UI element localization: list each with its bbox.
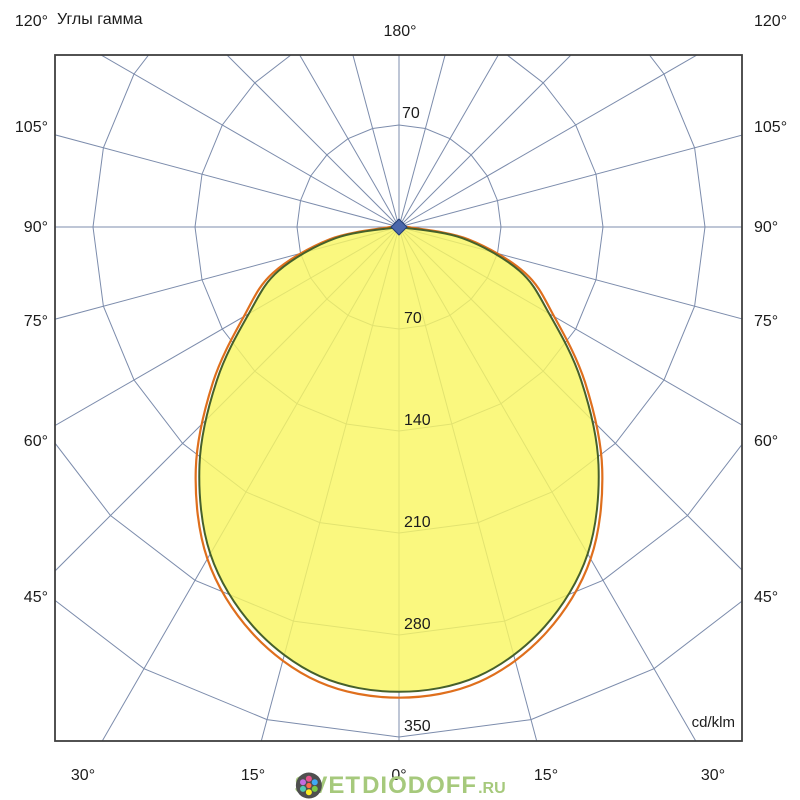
center-marker — [390, 218, 408, 236]
gamma-angle-label-left: 105° — [15, 119, 48, 136]
gamma-angle-label-bottom: 15° — [241, 767, 265, 784]
radial-tick-label: 70 — [404, 310, 422, 327]
gamma-ray — [398, 55, 446, 228]
gamma-ray — [55, 226, 400, 320]
gamma-angle-label-bottom: 30° — [701, 767, 725, 784]
intensity-lobe-c90-c270 — [198, 225, 600, 693]
gamma-ray — [352, 55, 400, 228]
watermark-text-right: DIODOFF — [362, 772, 478, 799]
intensity-curve-c0-c180 — [194, 225, 604, 699]
watermark-suffix: .RU — [478, 780, 506, 797]
radial-tick-label: 140 — [404, 412, 431, 429]
gamma-ray — [226, 55, 400, 228]
radial-grid-circle — [92, 55, 706, 534]
gamma-angle-label-right: 90° — [754, 219, 778, 236]
gamma-angle-label-bottom: 0° — [391, 767, 406, 784]
gamma-angle-label-right: 60° — [754, 433, 778, 450]
gamma-ray — [398, 134, 742, 228]
gamma-angle-label-left: 45° — [24, 589, 48, 606]
gamma-angle-label-right: 75° — [754, 313, 778, 330]
radial-tick-label: 210 — [404, 514, 431, 531]
unit-label: cd/klm — [691, 714, 735, 731]
gamma-angle-label-right: 105° — [754, 119, 787, 136]
gamma-angle-label-bottom: 15° — [534, 767, 558, 784]
gamma-ray — [55, 134, 400, 228]
radial-grid-circle — [194, 55, 604, 432]
gamma-angle-label-bottom: 30° — [71, 767, 95, 784]
gamma-angle-label-left: 75° — [24, 313, 48, 330]
gamma-angle-label-left: 90° — [24, 219, 48, 236]
gamma-ray — [398, 55, 698, 228]
gamma-angle-label-right: 120° — [754, 13, 787, 30]
plot-frame — [54, 54, 743, 742]
gamma-ray — [398, 55, 499, 228]
chart-title: Углы гамма — [57, 11, 143, 28]
chart-labels: 120° 105° 90° 75° 60° 45° 120° 105° 90° 75° 60° 45°… — [15, 13, 787, 784]
radial-tick-label: 350 — [404, 718, 431, 735]
gamma-angle-label-top: 180° — [383, 23, 416, 40]
gamma-angle-label-left: 120° — [15, 13, 48, 30]
color-dots-circle-logo-icon — [295, 772, 322, 799]
gamma-ray — [398, 226, 742, 320]
gamma-angle-label-right: 45° — [754, 589, 778, 606]
intensity-curves — [194, 225, 604, 699]
watermark: SVET DIODOFF .RU — [294, 772, 505, 800]
gamma-ray — [299, 55, 400, 228]
gamma-ray — [398, 55, 572, 228]
gamma-ray — [100, 55, 400, 228]
radial-tick-label-upper: 70 — [402, 105, 420, 122]
gamma-angle-label-left: 60° — [24, 433, 48, 450]
radial-tick-label: 280 — [404, 616, 431, 633]
